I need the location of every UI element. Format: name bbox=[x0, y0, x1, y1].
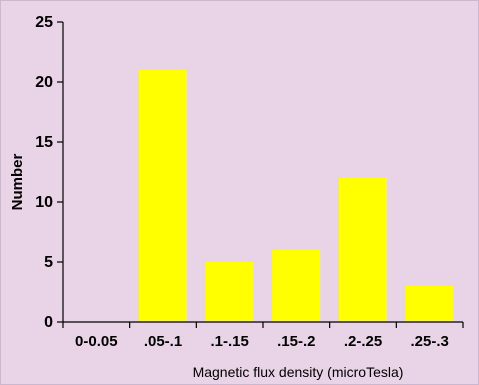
x-tick-label: .1-.15 bbox=[210, 333, 248, 350]
y-tick-label: 20 bbox=[35, 74, 53, 91]
bar-.2-.25 bbox=[339, 178, 387, 322]
x-tick-label: 0-0.05 bbox=[75, 333, 118, 350]
y-tick-label: 10 bbox=[35, 194, 53, 211]
y-tick-label: 25 bbox=[35, 14, 53, 31]
x-tick-label: .05-.1 bbox=[144, 333, 182, 350]
bar-.05-.1 bbox=[139, 70, 187, 322]
bar-.1-.15 bbox=[205, 262, 254, 322]
y-axis-title: Number bbox=[9, 154, 26, 211]
bar-.25-.3 bbox=[405, 286, 454, 322]
y-ticks-group: 0 5 10 15 20 25 bbox=[35, 14, 63, 331]
x-tick-label: .2-.25 bbox=[344, 333, 382, 350]
x-tick-label: .15-.2 bbox=[277, 333, 315, 350]
y-tick-label: 5 bbox=[44, 254, 53, 271]
bars-group bbox=[139, 70, 454, 322]
y-tick-label: 15 bbox=[35, 134, 53, 151]
bar-.15-.2 bbox=[272, 250, 321, 322]
x-tick-label: .25-.3 bbox=[410, 333, 448, 350]
y-tick-label: 0 bbox=[44, 314, 53, 331]
x-axis-title: Magnetic flux density (microTesla) bbox=[193, 364, 404, 380]
x-ticks-group: 0-0.05 .05-.1 .1-.15 .15-.2 .2-.25 .25-.3 bbox=[62, 322, 464, 350]
